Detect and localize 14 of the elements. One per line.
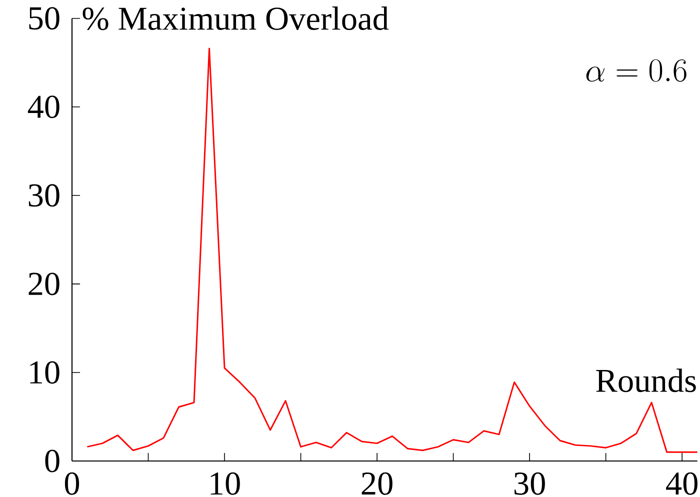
x-tick-label: 30 xyxy=(514,472,545,495)
x-tick-label: 0 xyxy=(64,472,80,495)
x-axis-title: Rounds xyxy=(596,368,696,392)
y-axis-title: % Maximum Overload xyxy=(82,6,389,30)
annotation: $\alpha = 0.6$ xyxy=(586,59,686,82)
x-tick-label: 10 xyxy=(210,472,240,495)
y-tick-label: 0 xyxy=(45,450,60,472)
y-tick-label: 30 xyxy=(28,184,60,207)
y-tick-label: 10 xyxy=(30,361,60,384)
x-tick-label: 40 xyxy=(666,472,698,495)
y-tick-label: 20 xyxy=(28,272,60,296)
y-tick-label: 40 xyxy=(28,96,60,118)
y-tick-label: 50 xyxy=(29,7,60,30)
x-tick-label: 20 xyxy=(362,472,392,495)
